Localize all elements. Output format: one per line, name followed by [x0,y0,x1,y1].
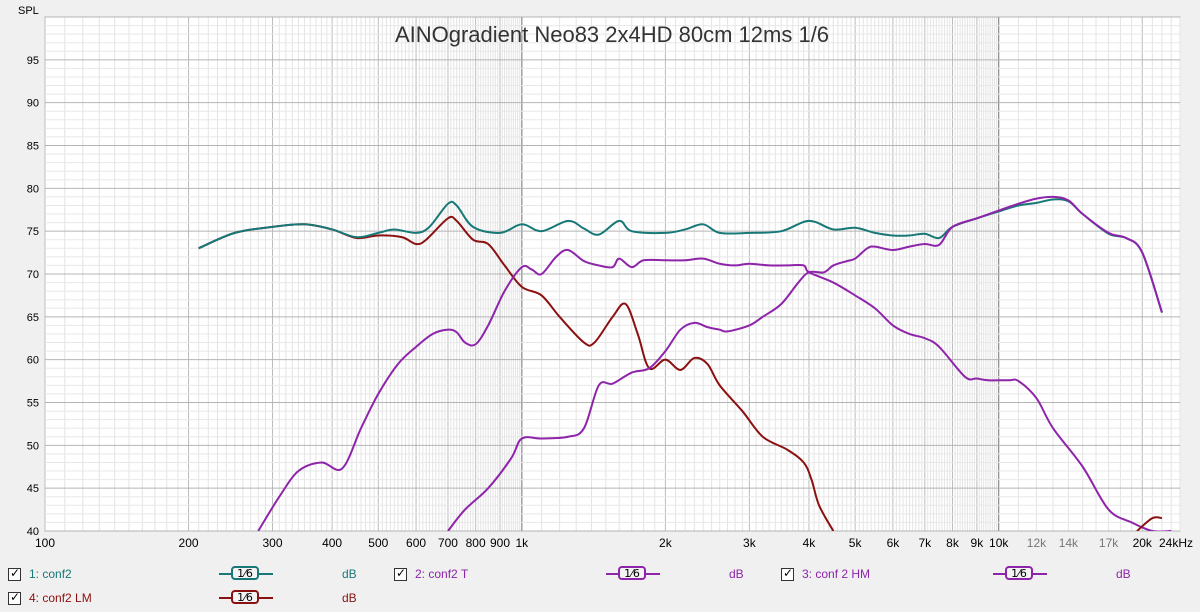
x-tick-label: 700 [438,536,458,550]
y-tick-label: 55 [27,398,39,410]
x-tick-label: 14k [1059,536,1079,550]
x-tick-label: 6k [887,536,901,550]
series-line-1 [198,198,1163,313]
y-tick-label: 90 [27,98,39,110]
legend-label: 1: conf2 [29,567,72,581]
unit-label: dB [342,591,357,605]
y-tick-label: 95 [27,55,39,67]
y-tick-label: 45 [27,483,39,495]
legend-item-conf2-lm[interactable]: ✓ 4: conf2 LM [8,588,92,608]
grid [44,16,1181,532]
x-tick-label: 500 [368,536,388,550]
y-tick-label: 80 [27,183,39,195]
checkbox[interactable]: ✓ [781,565,794,581]
x-tick-label: 200 [179,536,199,550]
x-tick-label: 2k [659,536,673,550]
legend-label: 4: conf2 LM [29,591,92,605]
series-line-0 [198,215,835,531]
series-line-4 [1136,516,1163,531]
unit-label: dB [729,567,744,581]
x-tick-label: 100 [35,536,55,550]
legend-label: 2: conf2 T [415,567,469,581]
x-tick-label: 900 [490,536,510,550]
series-line-3 [257,248,1172,531]
x-tick-label: 17k [1099,536,1119,550]
x-tick-label: 600 [406,536,426,550]
y-tick-label: 60 [27,355,39,367]
x-tick-label: 8k [946,536,960,550]
x-tick-label: 4k [803,536,817,550]
x-tick-label: 24kHz [1159,536,1193,550]
chart-title: AINOgradient Neo83 2x4HD 80cm 12ms 1/6 [395,22,829,47]
legend: ✓ 1: conf2 1⁄6 dB ✓ 2: conf2 T 1⁄6 dB ✓ … [0,560,1200,612]
y-ticks: 40 45 50 55 60 65 70 75 80 85 90 95 [27,55,39,538]
x-tick-label: 800 [466,536,486,550]
frequency-response-chart[interactable]: SPL 40 45 50 55 60 65 70 75 80 85 90 95 100 200 300 40… [0,0,1200,560]
x-tick-label: 12k [1027,536,1047,550]
legend-item-conf2-hm[interactable]: ✓ 3: conf 2 HM [781,564,870,584]
legend-item-conf2-t[interactable]: ✓ 2: conf2 T [394,564,468,584]
y-tick-label: 70 [27,269,39,281]
y-tick-label: 40 [27,526,39,538]
x-tick-label: 20k [1133,536,1153,550]
y-tick-label: 75 [27,226,39,238]
x-tick-label: 400 [322,536,342,550]
y-axis-label: SPL [18,5,39,17]
legend-label: 3: conf 2 HM [802,567,871,581]
checkbox[interactable]: ✓ [394,565,407,581]
x-tick-label: 5k [849,536,863,550]
x-tick-label: 7k [918,536,932,550]
y-tick-label: 50 [27,440,39,452]
unit-label: dB [1116,567,1131,581]
x-ticks: 100 200 300 400 500 600 700 800 900 1k 2k 3k 4k 5k 6k 7… [35,536,1193,550]
x-tick-label: 9k [971,536,985,550]
x-tick-label: 3k [743,536,757,550]
x-tick-label: 1k [516,536,530,550]
series [198,195,1172,531]
legend-item-conf2[interactable]: ✓ 1: conf2 [8,564,72,584]
x-tick-label: 10k [989,536,1009,550]
y-tick-label: 85 [27,141,39,153]
checkbox[interactable]: ✓ [8,589,21,605]
x-tick-label: 300 [262,536,282,550]
checkbox[interactable]: ✓ [8,565,21,581]
y-tick-label: 65 [27,312,39,324]
unit-label: dB [342,567,357,581]
